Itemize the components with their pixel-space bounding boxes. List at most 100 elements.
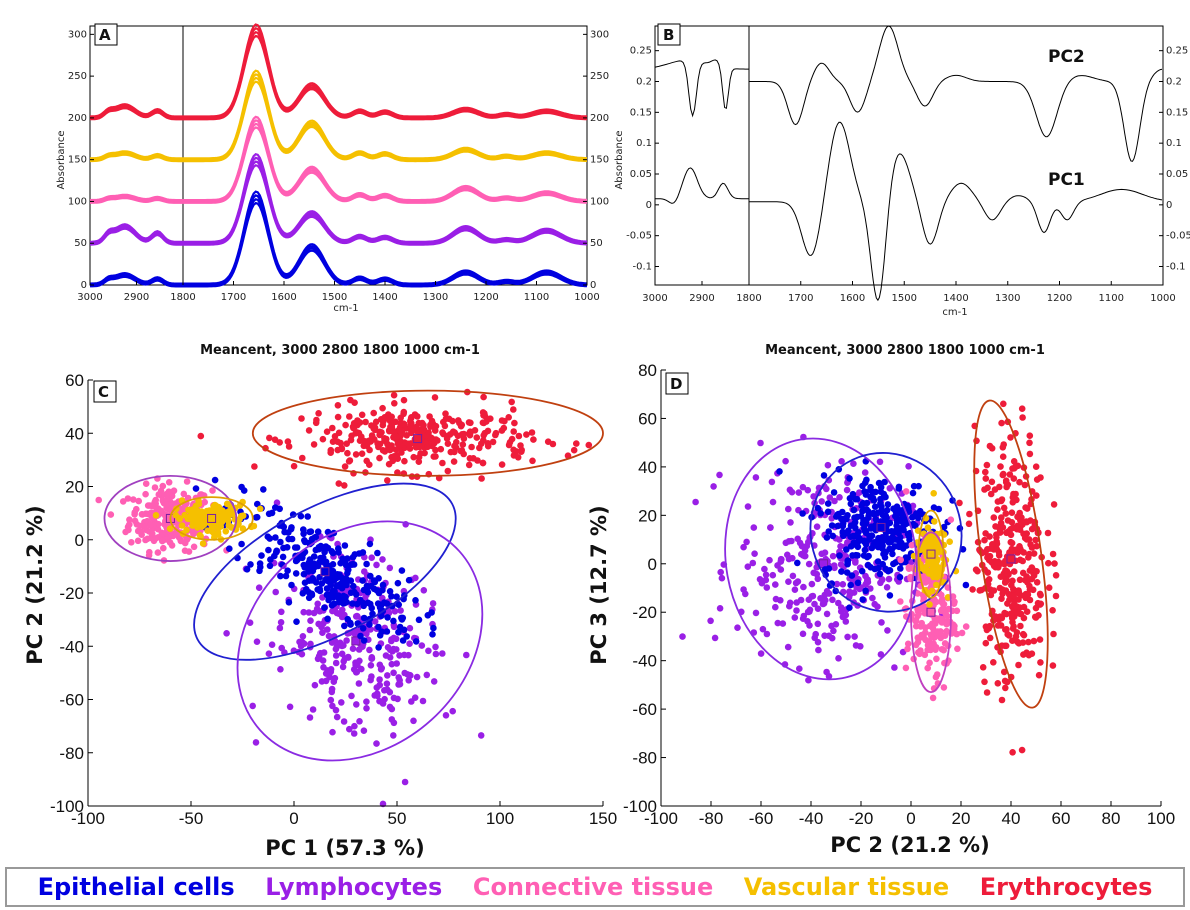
point-0 [125, 526, 132, 534]
point-1 [843, 546, 850, 553]
point-0 [840, 588, 847, 596]
ytick-label-left: 300 [68, 29, 87, 40]
ytick-label-right: 100 [590, 196, 609, 207]
point-4 [1004, 631, 1011, 638]
point-4 [1016, 576, 1024, 584]
point-4 [1026, 582, 1033, 590]
point-1 [865, 514, 872, 521]
point-4 [454, 432, 462, 440]
point-4 [1051, 560, 1058, 567]
point-0 [744, 563, 752, 570]
point-3 [944, 594, 952, 601]
point-1 [867, 486, 874, 494]
point-2 [384, 614, 391, 621]
point-4 [389, 457, 397, 465]
point-3 [199, 540, 207, 547]
point-4 [480, 393, 487, 401]
point-4 [427, 434, 434, 441]
point-4 [1033, 492, 1040, 499]
point-1 [870, 509, 877, 517]
point-4 [1026, 450, 1034, 458]
point-4 [379, 447, 387, 454]
point-1 [449, 707, 457, 715]
point-1 [328, 685, 336, 693]
point-2 [316, 587, 324, 595]
point-4 [998, 696, 1006, 704]
point-0 [151, 484, 159, 491]
point-1 [830, 489, 838, 496]
point-1 [405, 677, 413, 684]
point-2 [386, 588, 394, 595]
point-0 [789, 554, 796, 562]
point-1 [329, 728, 336, 736]
point-4 [375, 443, 382, 451]
point-0 [740, 543, 747, 551]
point-0 [791, 614, 799, 621]
xtick-label: 1300 [423, 292, 448, 303]
point-2 [904, 640, 912, 648]
point-4 [346, 413, 353, 420]
point-1 [915, 482, 922, 490]
xtick-label: 100 [486, 809, 514, 828]
point-0 [131, 517, 139, 525]
point-2 [351, 551, 359, 558]
point-4 [358, 411, 366, 419]
point-1 [384, 672, 391, 679]
point-3 [166, 525, 174, 532]
point-4 [1000, 504, 1008, 512]
point-4 [1017, 622, 1024, 630]
point-0 [163, 490, 170, 498]
point-3 [248, 523, 255, 531]
ytick-label: -80 [632, 749, 657, 768]
point-0 [821, 632, 828, 639]
point-4 [396, 441, 404, 449]
point-1 [355, 680, 363, 687]
point-4 [1014, 462, 1022, 470]
point-1 [855, 538, 862, 545]
point-1 [388, 705, 396, 713]
point-4 [1000, 668, 1008, 676]
point-1 [305, 609, 313, 616]
point-0 [801, 547, 809, 554]
point-4 [431, 394, 439, 401]
point-2 [929, 624, 937, 632]
panel-d-ylabel: PC 3 (12.7 %) [587, 505, 611, 664]
xtick-label: 3000 [77, 292, 102, 303]
point-1 [891, 528, 898, 536]
point-0 [151, 502, 158, 510]
point-4 [334, 402, 342, 409]
ytick-label-right: 0.15 [1166, 107, 1188, 118]
point-0 [201, 498, 208, 506]
point-1 [882, 493, 889, 501]
point-0 [824, 461, 832, 469]
point-1 [857, 513, 865, 520]
point-1 [300, 608, 308, 616]
point-1 [397, 607, 404, 614]
point-4 [982, 468, 989, 476]
point-2 [318, 580, 326, 587]
ellipse-4 [973, 399, 1049, 709]
point-0 [183, 478, 191, 485]
ytick-label-left: 0.2 [636, 77, 652, 88]
ytick-label-right: 0.05 [1166, 169, 1188, 180]
point-1 [363, 705, 370, 712]
point-4 [401, 457, 408, 465]
point-1 [875, 564, 882, 572]
point-4 [466, 431, 474, 439]
point-4 [1020, 631, 1028, 639]
point-1 [820, 472, 828, 479]
point-1 [299, 633, 307, 640]
point-1 [890, 505, 897, 512]
panel-b-loadings: 0.25 0.25 0.2 0.2 0.15 0.15 0.1 0.1 0.05 0.05 0 0 -0… [614, 23, 1190, 358]
point-3 [223, 511, 230, 519]
point-4 [1010, 568, 1018, 575]
point-4 [1035, 671, 1043, 679]
point-3 [930, 490, 937, 497]
point-2 [310, 553, 318, 560]
point-2 [211, 476, 219, 484]
point-0 [761, 565, 768, 573]
point-4 [986, 634, 994, 642]
point-0 [145, 552, 153, 559]
point-3 [194, 524, 201, 531]
point-4 [457, 422, 465, 430]
